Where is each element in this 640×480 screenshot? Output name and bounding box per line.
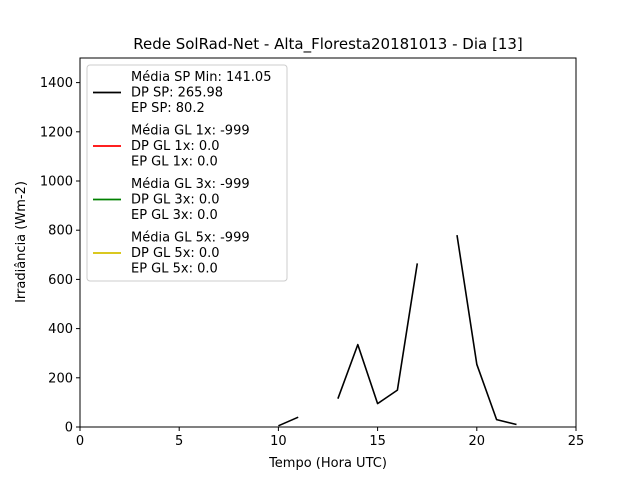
y-tick-label: 1400 — [40, 76, 73, 91]
x-axis-label: Tempo (Hora UTC) — [268, 456, 387, 471]
y-tick-label: 1000 — [40, 175, 73, 190]
legend-entry-2-line-1: DP GL 3x: 0.0 — [131, 193, 220, 208]
legend-entry-0-line-1: DP SP: 265.98 — [131, 86, 223, 101]
legend-entry-3-line-1: DP GL 5x: 0.0 — [131, 246, 220, 261]
chart-title: Rede SolRad-Net - Alta_Floresta20181013 … — [133, 35, 523, 54]
y-tick-label: 1200 — [40, 125, 73, 140]
y-tick-label: 800 — [48, 224, 73, 239]
y-axis: 0 200 400 600 800 1000 1200 1400 — [40, 76, 80, 436]
x-tick-label: 25 — [568, 434, 585, 449]
legend-entry-1-line-2: EP GL 1x: 0.0 — [131, 155, 218, 170]
x-tick-label: 5 — [175, 434, 183, 449]
y-tick-label: 0 — [65, 421, 73, 436]
series-0-segment-1 — [337, 263, 419, 405]
legend-entry-0-line-0: Média SP Min: 141.05 — [131, 70, 271, 85]
x-tick-label: 20 — [469, 434, 486, 449]
legend-entry-1-line-0: Média GL 1x: -999 — [131, 124, 250, 139]
series-layer — [278, 234, 517, 427]
legend-entry-3-line-2: EP GL 5x: 0.0 — [131, 262, 218, 277]
series-0-segment-0 — [278, 416, 299, 427]
legend-box — [86, 64, 288, 282]
y-tick-label: 200 — [48, 371, 73, 386]
x-tick-label: 15 — [369, 434, 386, 449]
y-tick-label: 400 — [48, 322, 73, 337]
legend-entry-2-line-2: EP GL 3x: 0.0 — [131, 208, 218, 223]
x-axis: 0 5 10 15 20 25 — [76, 427, 584, 449]
legend-entry-3-line-0: Média GL 5x: -999 — [131, 231, 250, 246]
legend-entry-2-line-0: Média GL 3x: -999 — [131, 177, 250, 192]
x-tick-label: 10 — [270, 434, 287, 449]
legend-entry-0-line-2: EP SP: 80.2 — [131, 101, 205, 116]
y-tick-label: 600 — [48, 273, 73, 288]
legend-entry-1-line-1: DP GL 1x: 0.0 — [131, 139, 220, 154]
series-0-segment-2 — [456, 234, 517, 426]
plot-frame — [79, 57, 577, 428]
x-tick-label: 0 — [76, 434, 84, 449]
y-axis-label: Irradiância (Wm-2) — [14, 181, 29, 303]
